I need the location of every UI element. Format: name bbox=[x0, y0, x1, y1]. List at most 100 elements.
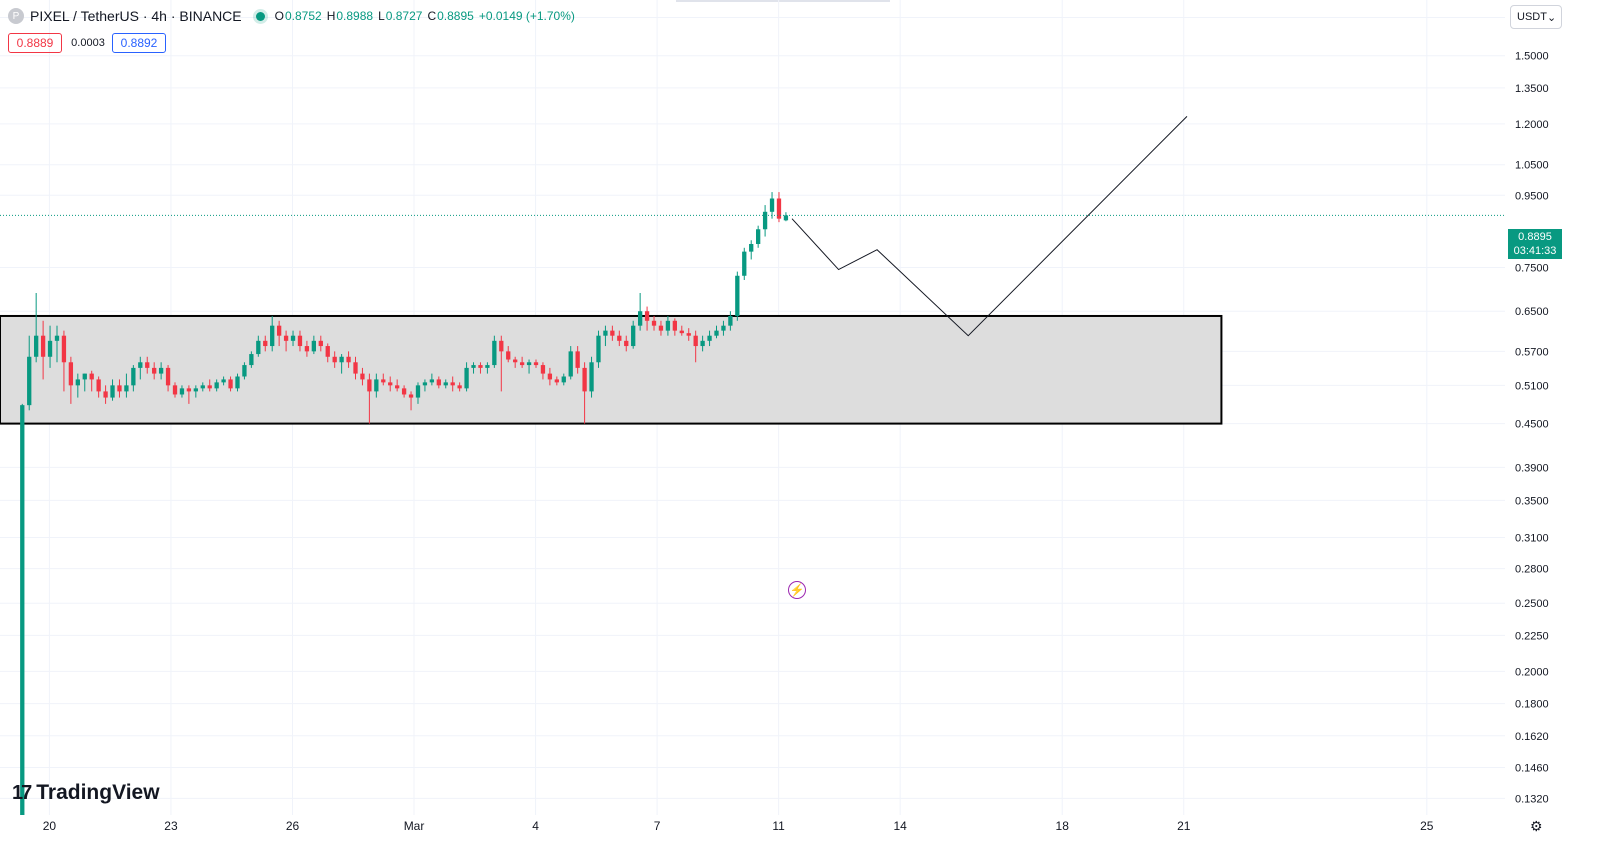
candle-body bbox=[644, 311, 650, 321]
candle-body bbox=[749, 243, 754, 252]
candle-body bbox=[769, 198, 775, 212]
sell-price-button[interactable]: 0.8889 bbox=[8, 33, 62, 53]
currency-selector[interactable]: USDT ⌄ bbox=[1510, 5, 1562, 29]
candle-body bbox=[89, 373, 94, 380]
price-tick-label: 0.3100 bbox=[1515, 532, 1549, 544]
buy-price-button[interactable]: 0.8892 bbox=[112, 33, 166, 53]
symbol-title[interactable]: PIXEL / TetherUS · 4h · BINANCE bbox=[30, 8, 242, 24]
candle-body bbox=[332, 356, 337, 363]
price-tick-label: 0.1620 bbox=[1515, 731, 1549, 743]
market-status-icon[interactable] bbox=[255, 11, 265, 21]
candle-body bbox=[346, 356, 351, 363]
candle-body bbox=[325, 346, 330, 357]
candle-body bbox=[40, 335, 46, 357]
price-tick-label: 0.2800 bbox=[1515, 564, 1549, 576]
last-price-value: 0.8895 bbox=[1518, 231, 1552, 243]
candle-body bbox=[318, 340, 323, 347]
candle-body bbox=[762, 211, 768, 230]
candle-body bbox=[568, 351, 573, 377]
candle-body bbox=[624, 340, 629, 347]
candle-body bbox=[200, 385, 205, 389]
spread-value: 0.0003 bbox=[71, 37, 105, 49]
currency-label: USDT bbox=[1517, 11, 1547, 23]
flash-icon[interactable]: ⚡ bbox=[788, 581, 806, 599]
ohlc-values: O0.8752 H0.8988 L0.8727 C0.8895 +0.0149 … bbox=[275, 9, 575, 23]
time-axis[interactable]: 20 23 26 Mar 4 7 11 14 18 21 25 bbox=[43, 819, 1434, 833]
tradingview-mark-icon: 17 bbox=[12, 781, 32, 804]
price-tick-label: 0.6500 bbox=[1515, 306, 1549, 318]
candle-body bbox=[374, 379, 379, 392]
candle-body bbox=[672, 320, 677, 331]
price-tick-label: 1.3500 bbox=[1515, 83, 1549, 95]
candle-body bbox=[276, 325, 282, 336]
candle-body bbox=[693, 335, 698, 347]
price-tick-label: 0.2500 bbox=[1515, 598, 1549, 610]
pixel-logo-icon: P bbox=[8, 8, 24, 24]
projection-path[interactable] bbox=[791, 115, 1188, 337]
candle-body bbox=[270, 325, 275, 347]
candle-body bbox=[756, 229, 761, 244]
price-tick-label: 0.1320 bbox=[1515, 793, 1549, 805]
candle-body bbox=[158, 367, 164, 374]
candle-body bbox=[242, 365, 247, 377]
candle-body bbox=[471, 365, 476, 368]
low-label: L bbox=[378, 9, 385, 23]
price-tick-label: 0.2250 bbox=[1515, 630, 1549, 642]
candle-body bbox=[519, 362, 525, 366]
candle-body bbox=[68, 362, 74, 386]
candle-body bbox=[388, 382, 393, 386]
price-tick-label: 0.9500 bbox=[1515, 190, 1549, 202]
projection-line[interactable] bbox=[791, 115, 1188, 337]
candle-body bbox=[61, 335, 67, 363]
candle-body bbox=[263, 340, 268, 347]
candle-body bbox=[34, 335, 39, 357]
candle-body bbox=[311, 340, 317, 352]
candle-body bbox=[207, 385, 212, 389]
candle-body bbox=[735, 275, 740, 316]
candle-body bbox=[429, 379, 435, 383]
candle-body bbox=[353, 362, 358, 374]
time-tick-label: 20 bbox=[43, 819, 57, 833]
close-label: C bbox=[427, 9, 437, 23]
candle-body bbox=[103, 391, 108, 398]
close-value: 0.8895 bbox=[437, 9, 474, 23]
candle-body bbox=[478, 365, 483, 368]
candle-body bbox=[686, 333, 691, 336]
time-tick-label: 25 bbox=[1420, 819, 1434, 833]
candle-body bbox=[603, 330, 608, 336]
candle-body bbox=[617, 335, 622, 341]
candle-body bbox=[117, 385, 122, 392]
tradingview-wordmark: TradingView bbox=[36, 781, 160, 804]
candle-body bbox=[339, 356, 344, 363]
candle-body bbox=[131, 367, 136, 386]
candle-body bbox=[485, 365, 490, 368]
candle-body bbox=[561, 376, 566, 383]
candle-body bbox=[499, 340, 504, 352]
candle-body bbox=[651, 320, 657, 326]
tradingview-logo[interactable]: 17 TradingView bbox=[12, 781, 160, 805]
candle-body bbox=[457, 385, 462, 389]
candle-body bbox=[610, 330, 615, 336]
candle-body bbox=[776, 198, 782, 219]
candle-body bbox=[290, 335, 296, 341]
candle-body bbox=[54, 335, 60, 341]
candle-body bbox=[283, 335, 289, 341]
time-tick-label: 26 bbox=[286, 819, 300, 833]
candle-body bbox=[415, 385, 421, 398]
candle-body bbox=[589, 362, 594, 392]
candle-body bbox=[360, 373, 365, 380]
time-tick-label: Mar bbox=[404, 819, 425, 833]
price-axis[interactable]: 1.70001.50001.35001.20001.05000.95000.75… bbox=[1515, 12, 1549, 805]
candle-body bbox=[700, 340, 705, 347]
high-label: H bbox=[326, 9, 336, 23]
candle-body bbox=[249, 354, 254, 366]
candle-body bbox=[27, 356, 32, 406]
candle-body bbox=[714, 330, 719, 336]
price-tick-label: 0.4500 bbox=[1515, 419, 1549, 431]
gear-icon[interactable]: ⚙ bbox=[1530, 818, 1543, 834]
price-tick-label: 0.2000 bbox=[1515, 666, 1549, 678]
candle-body bbox=[464, 367, 469, 389]
bar-countdown: 03:41:33 bbox=[1513, 245, 1557, 257]
candle-body bbox=[75, 379, 80, 386]
